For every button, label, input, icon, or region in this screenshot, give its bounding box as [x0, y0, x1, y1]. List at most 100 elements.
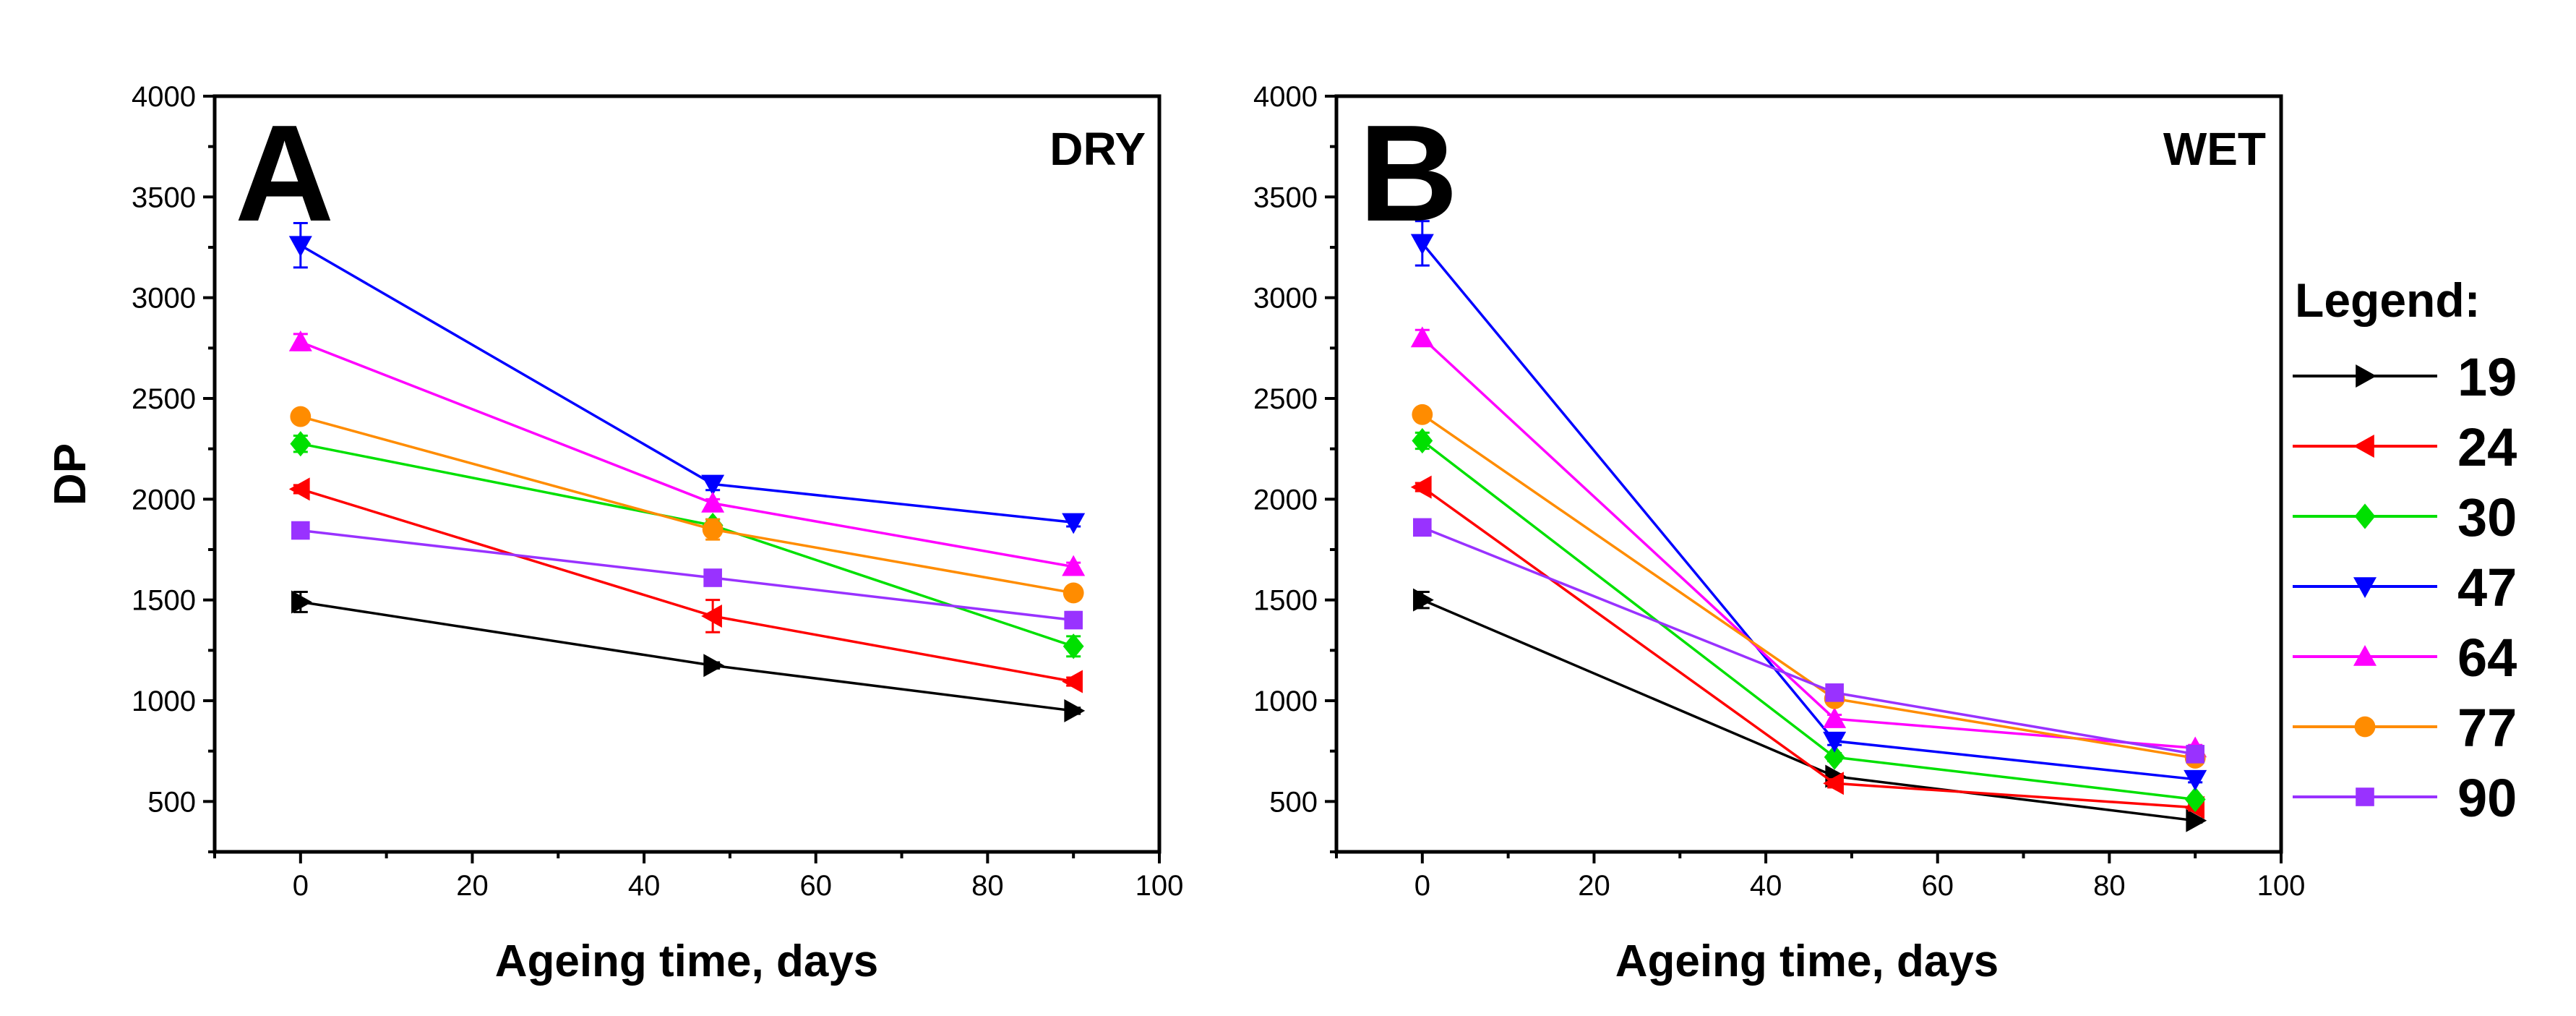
panel-b-series: [1410, 220, 2207, 832]
legend-item-30: 30: [2293, 487, 2517, 547]
data-point-64: [288, 330, 312, 351]
data-point-90: [2186, 745, 2204, 764]
panel-b-x-tick-label: 100: [2257, 870, 2306, 902]
panel-a-y-tick-label: 2000: [132, 484, 196, 516]
data-point-64: [1062, 555, 1086, 576]
panel-b-series-77: [1412, 404, 2206, 769]
legend-item-24: 24: [2293, 417, 2517, 477]
panel-b-frame: [1334, 94, 2283, 854]
panel-b-x-tick-label: 80: [2093, 870, 2126, 902]
panel-b-y-tick-label: 500: [1269, 786, 1318, 818]
panel-a-x-tick-label: 60: [799, 870, 832, 902]
data-point-47: [2184, 769, 2207, 791]
data-point-30: [2184, 786, 2206, 813]
legend-label-19: 19: [2457, 347, 2517, 407]
data-point-19: [291, 590, 312, 614]
panel-b-corner-label: WET: [2163, 123, 2266, 175]
panel-a-letter: A: [235, 97, 334, 250]
panel-b-xlabel: Ageing time, days: [1615, 936, 1999, 986]
panel-a-dry: 0 20 40 60 80 100 500 1000 1500 2000 2500 3000 3500 4…: [46, 81, 1183, 986]
panel-a-y-tick-label: 1000: [132, 686, 196, 717]
panel-b-wet: 0 20 40 60 80 100 500 1000 1500 2000 2500 3000 3500 4…: [1253, 81, 2305, 986]
legend-label-24: 24: [2457, 417, 2517, 477]
data-point-24: [1823, 772, 1844, 795]
panel-a-series-19: [291, 590, 1086, 722]
panel-a-y-tick-label: 4000: [132, 81, 196, 113]
data-point-77: [290, 406, 312, 427]
panel-a-corner-label: DRY: [1049, 123, 1146, 175]
legend-item-77: 77: [2293, 698, 2517, 758]
panel-b-x-tick-label: 20: [1578, 870, 1610, 902]
panel-a-series-30: [290, 431, 1084, 659]
legend-marker-30: [2354, 503, 2376, 529]
panel-b-y-tick-label: 3500: [1253, 182, 1318, 213]
panel-b-series-30: [1412, 427, 2206, 813]
data-point-19: [703, 654, 725, 678]
panel-a-y-tick-label: 3500: [132, 182, 196, 213]
legend: Legend: 19 24 30 47 64 77 90: [2293, 273, 2517, 828]
panel-a-ylabel: DP: [46, 443, 95, 505]
panel-a-series-47: [288, 222, 1086, 534]
data-point-90: [1825, 683, 1844, 702]
data-point-30: [1412, 427, 1433, 454]
panel-b-series-64: [1410, 326, 2207, 758]
panel-b-x-tick-label: 60: [1921, 870, 1954, 902]
panel-a-series-90: [291, 521, 1083, 630]
data-point-47: [1823, 731, 1847, 753]
series-line-77: [300, 415, 1074, 594]
panel-a-xlabel: Ageing time, days: [495, 936, 879, 986]
data-point-19: [2186, 808, 2207, 832]
legend-marker-90: [2356, 787, 2374, 806]
data-point-47: [1062, 513, 1086, 534]
data-point-47: [1410, 234, 1434, 255]
panel-b-y-tick-label: 1500: [1253, 585, 1318, 617]
data-point-90: [1064, 610, 1083, 630]
data-point-90: [703, 568, 722, 587]
legend-title: Legend:: [2295, 273, 2481, 327]
legend-item-90: 90: [2293, 768, 2517, 828]
panel-a-series: [288, 222, 1086, 722]
panel-b-letter: B: [1359, 97, 1458, 250]
data-point-90: [291, 521, 310, 540]
panel-b-y-tick-label: 4000: [1253, 81, 1318, 113]
legend-label-90: 90: [2457, 768, 2517, 828]
data-point-19: [1413, 588, 1434, 612]
panel-b-x-tick-label: 0: [1414, 870, 1430, 902]
panel-a-y-tick-label: 1500: [132, 585, 196, 617]
legend-items: 19 24 30 47 64 77 90: [2293, 347, 2517, 828]
data-point-77: [702, 518, 724, 540]
legend-marker-19: [2356, 364, 2377, 388]
legend-marker-47: [2353, 577, 2377, 598]
panel-b-y-tick-label: 2500: [1253, 383, 1318, 415]
data-point-64: [701, 491, 725, 513]
panel-a-series-24: [288, 477, 1083, 693]
legend-item-47: 47: [2293, 558, 2517, 618]
series-line-64: [1421, 337, 2196, 750]
series-line-24: [300, 487, 1074, 683]
panel-b-x-tick-label: 40: [1750, 870, 1782, 902]
panel-a-y-tick-label: 500: [147, 786, 196, 818]
legend-marker-24: [2353, 435, 2374, 458]
legend-label-30: 30: [2457, 487, 2517, 547]
panel-a-ticks: 0 20 40 60 80 100 500 1000 1500 2000 2500 3000 3500 4…: [132, 81, 1183, 902]
panel-a-series-64: [288, 330, 1086, 576]
panel-b-y-tick-label: 2000: [1253, 484, 1318, 516]
data-point-77: [1412, 404, 1433, 425]
legend-marker-77: [2354, 716, 2376, 738]
panel-a-x-tick-label: 20: [456, 870, 489, 902]
panel-b-y-tick-label: 1000: [1253, 686, 1318, 717]
data-point-47: [288, 236, 312, 257]
panel-a-x-tick-label: 80: [971, 870, 1004, 902]
panel-a-series-77: [290, 406, 1084, 604]
legend-item-19: 19: [2293, 347, 2517, 407]
legend-item-64: 64: [2293, 628, 2517, 688]
series-line-90: [300, 529, 1074, 622]
data-point-24: [1062, 670, 1083, 693]
data-point-30: [1062, 633, 1084, 659]
data-point-64: [1823, 707, 1847, 728]
panel-a-y-tick-label: 3000: [132, 283, 196, 315]
series-line-19: [300, 600, 1074, 712]
data-point-19: [1064, 699, 1086, 722]
series-line-47: [299, 244, 1074, 524]
